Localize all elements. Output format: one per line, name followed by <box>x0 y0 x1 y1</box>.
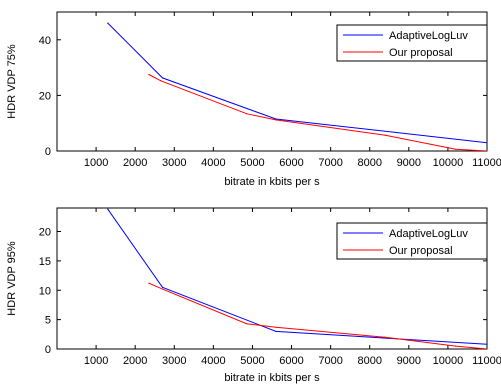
data-point <box>486 150 487 151</box>
legend: AdaptiveLogLuv Our proposal <box>336 222 488 260</box>
data-point <box>107 22 109 24</box>
x-tick-label: 1000 <box>84 157 108 169</box>
data-point <box>245 323 248 325</box>
legend-box <box>336 222 488 260</box>
legend-box <box>336 24 488 62</box>
data-point <box>455 345 457 347</box>
x-tick-label: 1000 <box>84 355 108 367</box>
x-tick-label: 8000 <box>357 355 381 367</box>
x-tick-label: 9000 <box>397 355 421 367</box>
x-tick-label: 9000 <box>397 157 421 169</box>
data-point <box>245 113 248 115</box>
x-tick-label: 10000 <box>433 157 464 169</box>
x-tick-label: 8000 <box>357 157 381 169</box>
legend-label: Our proposal <box>389 47 453 59</box>
data-point <box>384 134 386 136</box>
x-tick-label: 11000 <box>472 157 501 169</box>
x-tick-label: 2000 <box>123 355 147 367</box>
y-tick-label: 20 <box>39 227 51 239</box>
x-tick-label: 3000 <box>162 355 186 367</box>
x-tick-label: 5000 <box>240 355 264 367</box>
x-tick-label: 3000 <box>162 157 186 169</box>
data-point <box>275 326 277 328</box>
data-point <box>148 73 150 76</box>
data-point <box>107 208 109 210</box>
legend-label: AdaptiveLogLuv <box>389 228 468 240</box>
y-tick-label: 0 <box>45 146 51 158</box>
x-axis-label: bitrate in kbits per s <box>224 176 320 188</box>
series-group <box>107 22 487 151</box>
chart-panel-top: 1000 2000 3000 4000 5000 6000 7000 8000 9000 1000… <box>6 11 501 188</box>
data-point <box>275 330 277 332</box>
legend-label: AdaptiveLogLuv <box>389 30 468 42</box>
x-tick-label: 4000 <box>201 355 225 367</box>
x-tick-label: 6000 <box>279 355 303 367</box>
chart-panel-bottom: 1000 2000 3000 4000 5000 6000 7000 8000 9000 1000… <box>6 207 501 384</box>
data-point <box>455 148 457 150</box>
data-point <box>486 142 487 144</box>
y-tick-label: 20 <box>39 90 51 102</box>
x-tick-label: 11000 <box>472 355 501 367</box>
series-group <box>107 208 487 349</box>
data-point <box>275 119 277 121</box>
y-tick-label: 15 <box>39 256 51 268</box>
series-line-adaptivelogluv <box>107 22 487 144</box>
x-tick-label: 4000 <box>201 157 225 169</box>
x-tick-label: 7000 <box>318 355 342 367</box>
x-tick-label: 6000 <box>279 157 303 169</box>
y-tick-label: 40 <box>39 35 51 47</box>
data-point <box>148 282 150 284</box>
x-axis-label: bitrate in kbits per s <box>224 372 320 384</box>
y-axis-label: HDR VDP 95% <box>6 241 18 316</box>
series-line-adaptivelogluv <box>107 208 487 345</box>
x-tick-label: 2000 <box>123 157 147 169</box>
legend: AdaptiveLogLuv Our proposal <box>336 24 488 62</box>
data-point <box>161 77 164 79</box>
y-tick-label: 5 <box>45 315 51 327</box>
y-tick-label: 0 <box>45 344 51 356</box>
data-point <box>486 343 487 345</box>
y-axis-label: HDR VDP 75% <box>6 44 18 119</box>
data-point <box>486 348 487 349</box>
x-tick-label: 7000 <box>318 157 342 169</box>
data-point <box>384 336 386 338</box>
x-tick-label: 10000 <box>433 355 464 367</box>
data-point <box>161 288 164 290</box>
data-point <box>161 286 164 288</box>
legend-label: Our proposal <box>389 245 453 257</box>
data-point <box>159 80 162 82</box>
x-tick-label: 5000 <box>240 157 264 169</box>
y-tick-label: 10 <box>39 285 51 297</box>
